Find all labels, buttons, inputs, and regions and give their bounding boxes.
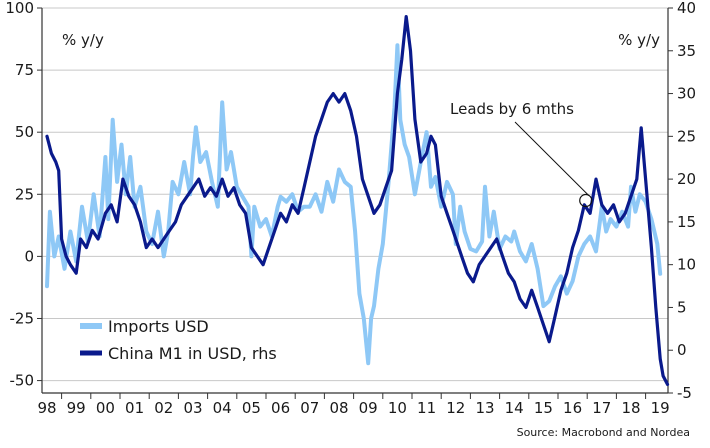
- x-tick-label: 01: [125, 399, 144, 417]
- right-tick-label: 20: [677, 170, 696, 188]
- right-tick-label: 30: [677, 85, 696, 103]
- x-tick-label: 11: [417, 399, 436, 417]
- source-note: Source: Macrobond and Nordea: [517, 426, 690, 439]
- x-tick-label: 13: [475, 399, 494, 417]
- left-tick-label: 25: [15, 185, 34, 203]
- x-tick-label: 17: [592, 399, 611, 417]
- series-line-imports: [45, 43, 663, 366]
- legend-label: China M1 in USD, rhs: [108, 344, 277, 363]
- right-tick-label: -5: [677, 384, 692, 402]
- left-tick-label: 50: [15, 123, 34, 141]
- right-axis-unit: % y/y: [618, 31, 660, 49]
- legend-label: Imports USD: [108, 317, 209, 336]
- x-tick-label: 03: [183, 399, 202, 417]
- right-tick-label: 25: [677, 127, 696, 145]
- x-tick-label: 00: [96, 399, 115, 417]
- x-tick-label: 09: [359, 399, 378, 417]
- left-axis-unit: % y/y: [62, 31, 104, 49]
- annotation: Leads by 6 mths: [450, 100, 593, 208]
- x-tick-label: 12: [446, 399, 465, 417]
- annotation-leader: [514, 121, 590, 196]
- left-tick-label: 75: [15, 61, 34, 79]
- x-tick-label: 15: [534, 399, 553, 417]
- left-tick-label: -50: [10, 372, 35, 390]
- x-tick-label: 05: [242, 399, 261, 417]
- annotation-circle: [579, 193, 593, 208]
- x-tick-label: 07: [300, 399, 319, 417]
- legend: Imports USD China M1 in USD, rhs: [80, 317, 277, 363]
- x-tick-label: 02: [154, 399, 173, 417]
- x-tick-label: 16: [563, 399, 582, 417]
- annotation-text: Leads by 6 mths: [450, 100, 574, 118]
- left-tick-label: 100: [5, 0, 34, 17]
- x-tick-label: 18: [621, 399, 640, 417]
- right-tick-label: 0: [677, 341, 687, 359]
- right-tick-label: 40: [677, 0, 696, 17]
- x-tick-label: 99: [67, 399, 86, 417]
- x-tick-label: 10: [388, 399, 407, 417]
- right-tick-label: 15: [677, 213, 696, 231]
- x-tick-label: 19: [651, 399, 670, 417]
- x-tick-label: 04: [213, 399, 232, 417]
- left-tick-label: 0: [24, 247, 34, 265]
- right-tick-label: 5: [677, 298, 687, 316]
- left-tick-label: -25: [10, 309, 35, 327]
- right-tick-label: 35: [677, 42, 696, 60]
- x-tick-label: 98: [37, 399, 56, 417]
- x-tick-label: 06: [271, 399, 290, 417]
- right-tick-label: 10: [677, 256, 696, 274]
- series-lines: [45, 15, 670, 386]
- x-tick-label: 14: [505, 399, 524, 417]
- x-tick-label: 08: [329, 399, 348, 417]
- series-line-m1: [45, 15, 670, 386]
